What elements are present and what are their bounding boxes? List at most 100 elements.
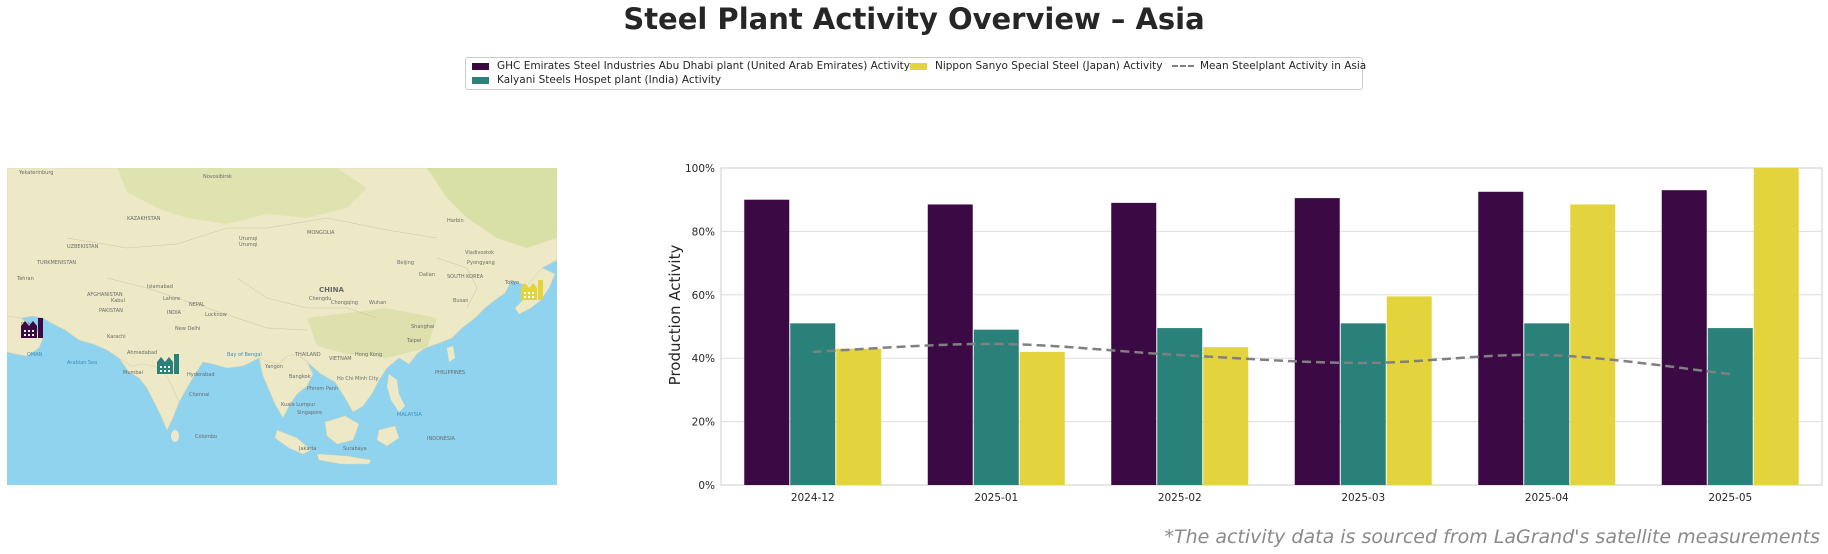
svg-text:Colombo: Colombo [195, 434, 217, 440]
mean-activity-line [812, 342, 1731, 376]
svg-text:Beijing: Beijing [397, 260, 414, 266]
legend-swatch-kalyani [472, 76, 489, 84]
bar [1111, 202, 1157, 485]
bar [790, 323, 836, 485]
landmass-srilanka [171, 430, 179, 442]
green-steppe [117, 168, 367, 224]
svg-text:Surabaya: Surabaya [343, 446, 367, 452]
legend-swatch-ghc [472, 62, 489, 70]
y-tick-label: 40% [692, 353, 715, 365]
map-graphic: KAZAKHSTAN MONGOLIA CHINA AFGHANISTAN PA… [7, 168, 557, 485]
svg-text:TURKMENISTAN: TURKMENISTAN [36, 260, 76, 266]
x-tick-label: 2025-02 [1158, 492, 1202, 504]
svg-text:Ho Chi Minh City: Ho Chi Minh City [337, 376, 379, 382]
factory-icon-kalyani [157, 354, 179, 374]
y-tick-label: 0% [698, 480, 715, 492]
y-tick-label: 20% [692, 417, 715, 429]
svg-text:Hong Kong: Hong Kong [355, 352, 382, 358]
svg-text:THAILAND: THAILAND [294, 352, 321, 358]
bar [973, 329, 1019, 485]
svg-text:Novosibirsk: Novosibirsk [203, 174, 232, 180]
svg-text:Phnom Penh: Phnom Penh [307, 386, 338, 392]
svg-text:NEPAL: NEPAL [189, 302, 205, 308]
svg-text:Taipei: Taipei [406, 338, 421, 344]
svg-text:Ahmedabad: Ahmedabad [127, 350, 157, 356]
svg-text:Chongqing: Chongqing [331, 300, 358, 306]
svg-text:Yangon: Yangon [264, 364, 283, 370]
x-tick-label: 2025-01 [974, 492, 1018, 504]
country-borders [66, 217, 478, 331]
svg-text:Wuhan: Wuhan [369, 300, 386, 306]
svg-text:Arabian Sea: Arabian Sea [67, 360, 97, 366]
svg-text:Pyongyang: Pyongyang [467, 260, 495, 266]
svg-text:INDONESIA: INDONESIA [427, 436, 456, 442]
landmass-philippines [387, 374, 405, 412]
legend-label-mean: Mean Steelplant Activity in Asia [1200, 60, 1367, 72]
plot-frame [720, 167, 1823, 486]
svg-text:Harbin: Harbin [447, 218, 464, 224]
x-tick-label: 2025-04 [1525, 492, 1569, 504]
factory-icon-nippon [521, 280, 543, 300]
bar [836, 348, 882, 485]
svg-text:OMAN: OMAN [27, 352, 43, 358]
factory-icon-ghc [21, 318, 43, 338]
svg-text:PAKISTAN: PAKISTAN [99, 308, 123, 314]
svg-text:Jakarta: Jakarta [298, 446, 317, 452]
svg-text:MONGOLIA: MONGOLIA [307, 230, 335, 236]
bar [1340, 323, 1386, 485]
svg-text:Mumbai: Mumbai [123, 370, 143, 376]
svg-text:Chengdu: Chengdu [309, 296, 331, 302]
svg-text:INDIA: INDIA [167, 310, 182, 316]
bar [1203, 347, 1249, 485]
svg-text:VIETNAM: VIETNAM [329, 356, 352, 362]
svg-text:CHINA: CHINA [319, 286, 344, 294]
svg-text:Bay of Bengal: Bay of Bengal [227, 352, 262, 358]
bar [1478, 191, 1524, 485]
legend-item-ghc: GHC Emirates Steel Industries Abu Dhabi … [472, 60, 910, 72]
x-tick-label: 2025-05 [1708, 492, 1752, 504]
svg-text:New Delhi: New Delhi [175, 326, 200, 332]
svg-text:Singapore: Singapore [297, 410, 322, 416]
chart-title: Steel Plant Activity Overview – Asia [623, 2, 1205, 36]
legend-label-kalyani: Kalyani Steels Hospet plant (India) Acti… [497, 74, 722, 86]
y-tick-label: 80% [692, 226, 715, 238]
svg-text:KAZAKHSTAN: KAZAKHSTAN [127, 216, 161, 222]
legend-swatch-nippon [910, 62, 927, 70]
svg-text:Tehran: Tehran [16, 276, 34, 282]
landmass-seasia [258, 353, 314, 419]
svg-text:UZBEKISTAN: UZBEKISTAN [67, 244, 99, 250]
svg-text:Urumqi: Urumqi [239, 236, 257, 242]
green-northeast [427, 168, 557, 248]
x-tick-label: 2024-12 [791, 492, 835, 504]
legend-item-nippon: Nippon Sanyo Special Steel (Japan) Activ… [910, 60, 1162, 72]
bar [1157, 328, 1203, 485]
svg-text:SOUTH KOREA: SOUTH KOREA [447, 274, 484, 280]
svg-text:Kuala Lumpur: Kuala Lumpur [281, 402, 316, 408]
legend-label-nippon: Nippon Sanyo Special Steel (Japan) Activ… [935, 60, 1163, 72]
bar [744, 199, 790, 485]
svg-text:Dalian: Dalian [419, 272, 435, 278]
svg-text:Vladivostok: Vladivostok [465, 250, 494, 256]
bar [1570, 204, 1616, 485]
svg-text:Urumqi: Urumqi [239, 242, 257, 248]
footnote: *The activity data is sourced from LaGra… [1164, 526, 1820, 548]
svg-text:Lucknow: Lucknow [205, 312, 227, 318]
svg-text:AFGHANISTAN: AFGHANISTAN [87, 292, 123, 298]
y-tick-label: 100% [685, 163, 715, 175]
bar [1386, 296, 1432, 485]
y-axis-label: Production Activity [666, 245, 684, 386]
x-tick-label: 2025-03 [1341, 492, 1385, 504]
legend: GHC Emirates Steel Industries Abu Dhabi … [465, 57, 1367, 90]
svg-text:MALAYSIA: MALAYSIA [397, 412, 422, 418]
svg-text:Lahore: Lahore [163, 296, 180, 302]
svg-text:Chennai: Chennai [189, 392, 210, 398]
landmass-indonesia [274, 415, 400, 465]
bar [1294, 198, 1340, 486]
legend-label-ghc: GHC Emirates Steel Industries Abu Dhabi … [497, 60, 910, 72]
asia-map: KAZAKHSTAN MONGOLIA CHINA AFGHANISTAN PA… [7, 168, 557, 485]
svg-text:Hyderabad: Hyderabad [187, 372, 215, 378]
landmass-india [118, 357, 180, 431]
bar [1753, 168, 1799, 485]
legend-item-kalyani: Kalyani Steels Hospet plant (India) Acti… [472, 74, 721, 86]
